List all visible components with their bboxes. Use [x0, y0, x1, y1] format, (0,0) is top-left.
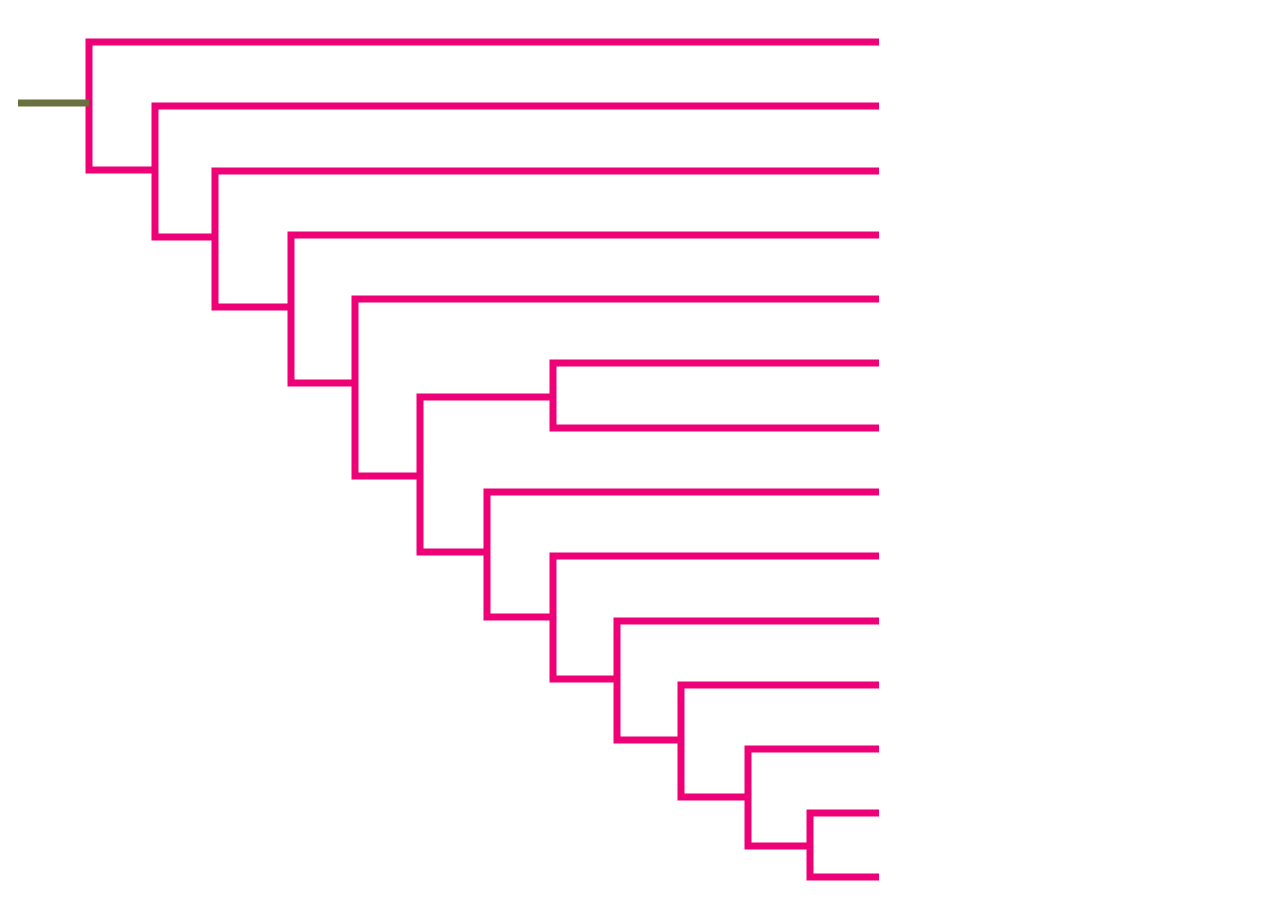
dendrogram-links [85, 38, 879, 881]
